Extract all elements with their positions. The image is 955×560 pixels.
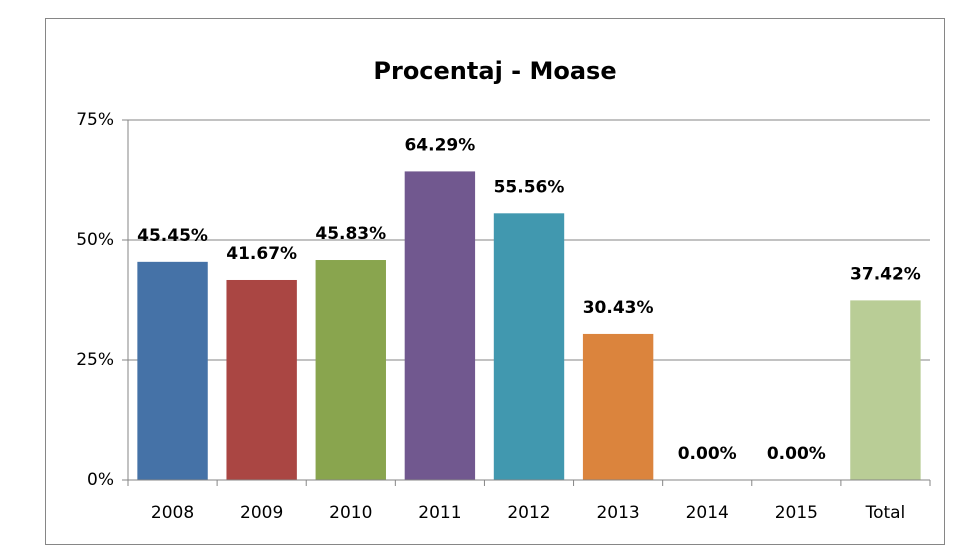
- bar: [137, 261, 208, 480]
- bar: [582, 333, 654, 480]
- bar: [226, 279, 297, 480]
- x-tick-label: 2012: [507, 503, 550, 523]
- value-label: 41.67%: [226, 244, 297, 264]
- chart-title: Procentaj - Moase: [373, 57, 616, 85]
- x-tick-label: 2013: [596, 503, 639, 523]
- y-tick-label: 50%: [76, 230, 114, 250]
- x-tick-label: 2015: [775, 503, 818, 523]
- value-label: 45.45%: [137, 226, 208, 246]
- value-label: 0.00%: [767, 444, 826, 464]
- y-tick-label: 0%: [87, 470, 114, 490]
- value-label: 0.00%: [678, 444, 737, 464]
- value-label: 64.29%: [404, 135, 475, 155]
- bar: [850, 300, 921, 480]
- bar: [315, 260, 386, 480]
- value-label: 37.42%: [850, 264, 921, 284]
- y-tick-label: 25%: [76, 350, 114, 370]
- bar: [404, 171, 476, 480]
- x-tick-label: 2009: [240, 503, 283, 523]
- x-tick-label: 2010: [329, 503, 372, 523]
- value-label: 55.56%: [494, 177, 565, 197]
- value-label: 45.83%: [315, 224, 386, 244]
- bar: [493, 213, 565, 480]
- x-tick-label: Total: [865, 503, 906, 523]
- value-label: 30.43%: [583, 298, 654, 318]
- y-tick-label: 75%: [76, 110, 114, 130]
- x-tick-label: 2011: [418, 503, 461, 523]
- x-tick-label: 2014: [686, 503, 729, 523]
- x-tick-label: 2008: [151, 503, 194, 523]
